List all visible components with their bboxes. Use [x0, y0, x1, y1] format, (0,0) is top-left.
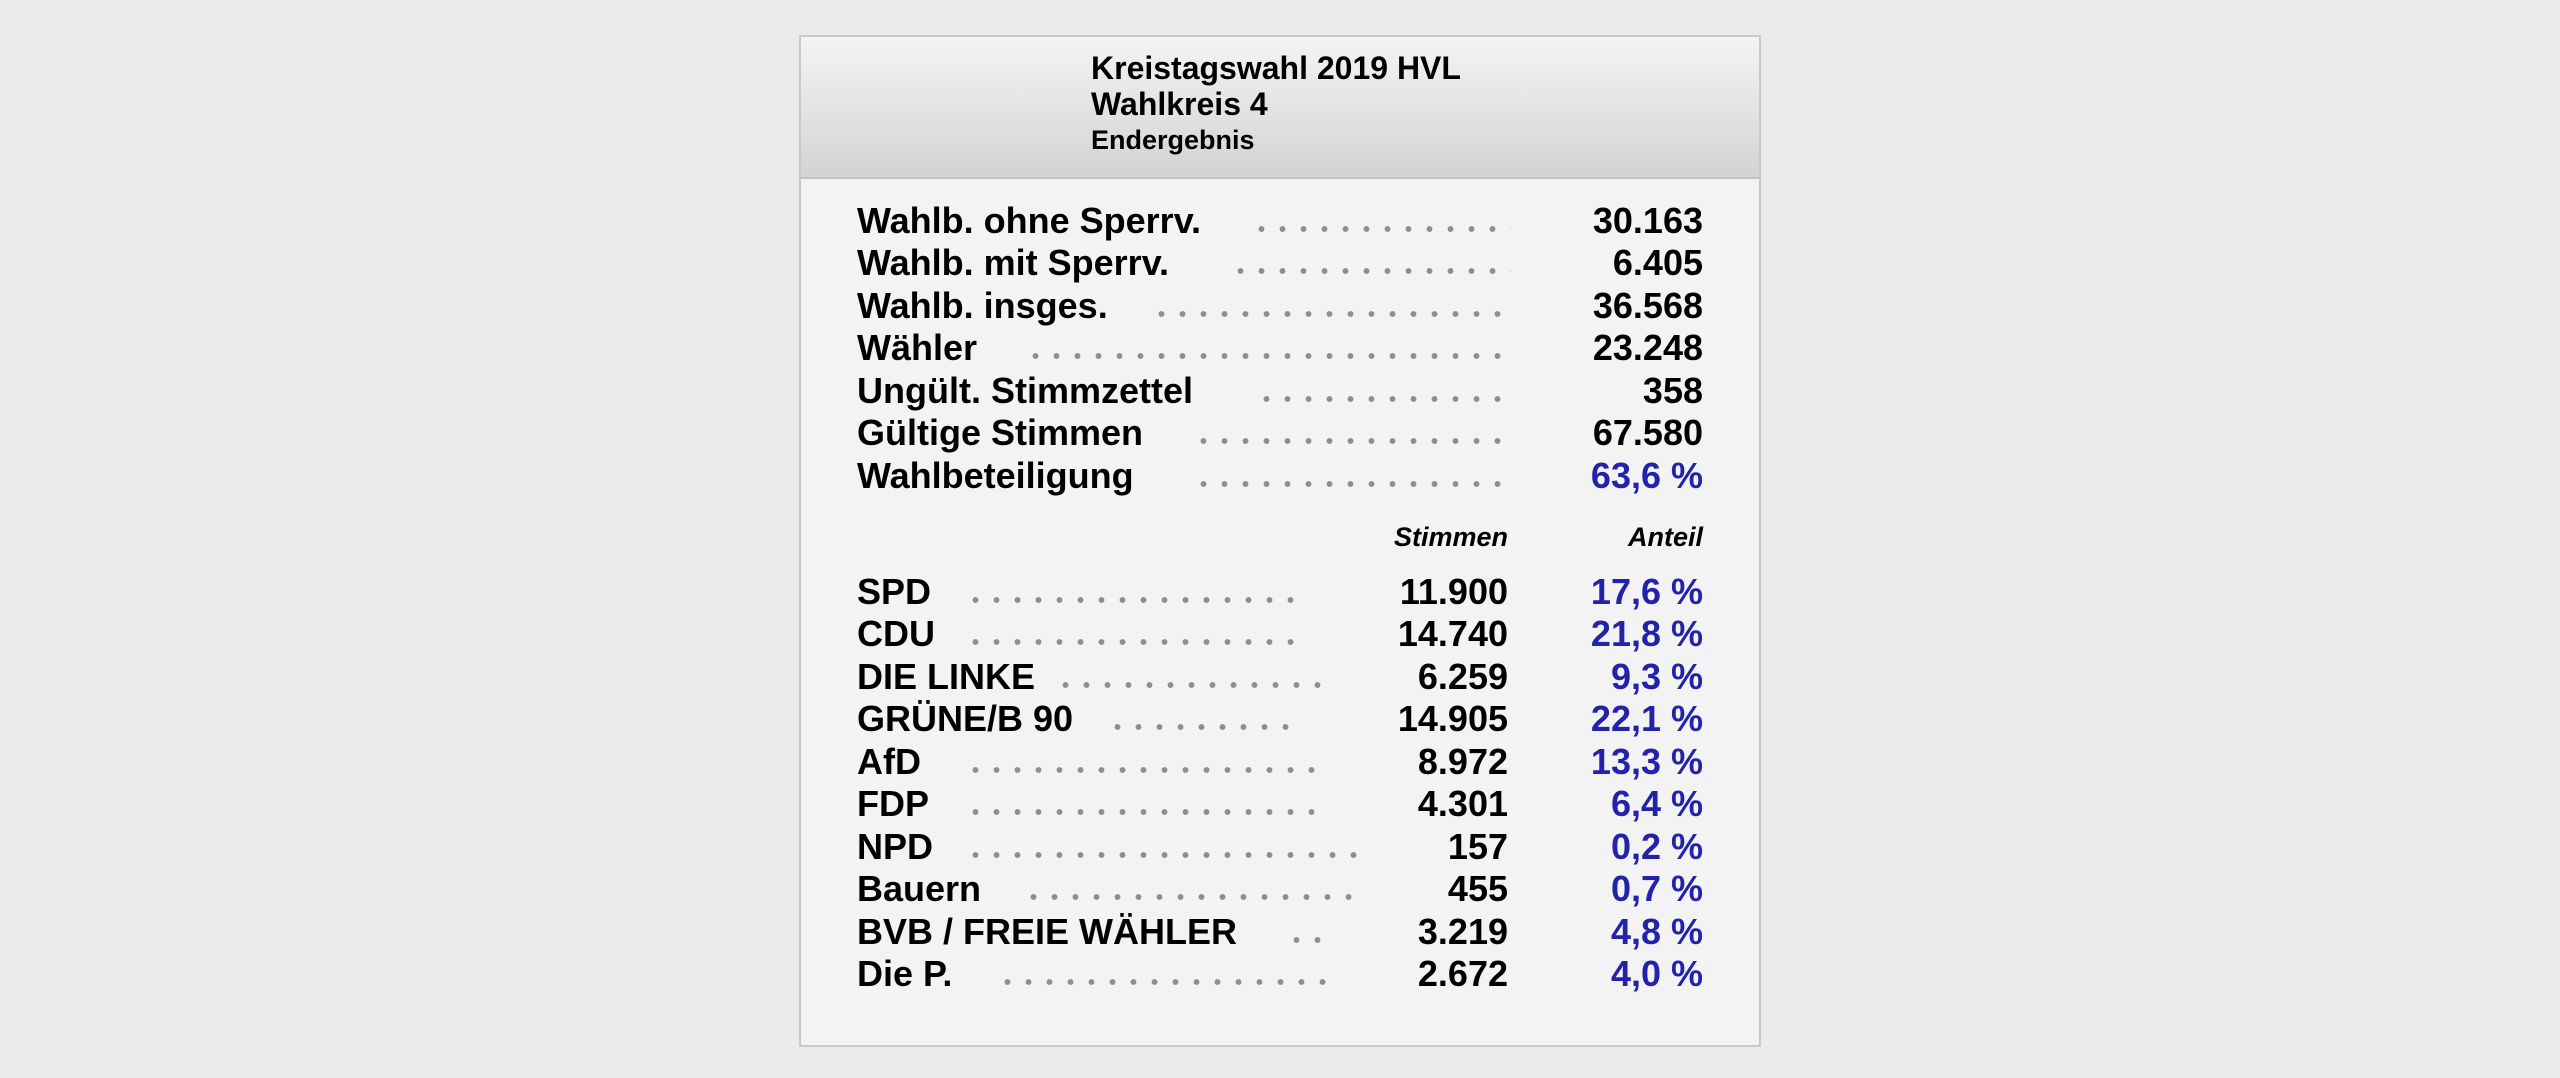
summary-value: 36.568: [1592, 285, 1703, 326]
party-name: AfD: [857, 741, 921, 782]
party-share: 0,7 %: [1610, 868, 1703, 909]
summary-row-valid-votes: Gültige Stimmen 67.580: [801, 410, 1759, 453]
summary-label: Wahlb. insges.: [857, 285, 1108, 326]
party-share: 0,2 %: [1610, 826, 1703, 867]
party-votes: 11.900: [1399, 571, 1508, 612]
dot-leader: [1286, 937, 1327, 943]
dot-leader: [965, 809, 1327, 815]
party-votes: 3.219: [1417, 911, 1508, 952]
party-name: SPD: [857, 571, 932, 612]
dot-leader: [965, 639, 1295, 645]
party-votes: 6.259: [1417, 656, 1508, 697]
party-votes: 157: [1447, 826, 1508, 867]
summary-value: 30.163: [1592, 200, 1703, 241]
summary-row-invalid-ballots: Ungült. Stimmzettel 358: [801, 368, 1759, 411]
dot-leader: [965, 597, 1295, 603]
party-name: GRÜNE/B 90: [857, 698, 1074, 739]
dot-leader: [1055, 682, 1327, 688]
summary-row-voters: Wähler 23.248: [801, 325, 1759, 368]
summary-row-eligible-without-blocking: Wahlb. ohne Sperrv. 30.163: [801, 198, 1759, 241]
party-share: 17,6 %: [1590, 571, 1703, 612]
party-row-cdu: CDU 14.740 21,8 %: [801, 611, 1759, 654]
dot-leader: [1193, 481, 1511, 487]
dot-leader: [1025, 353, 1511, 359]
party-votes: 8.972: [1417, 741, 1508, 782]
summary-label: Wähler: [857, 327, 978, 368]
district-title: Wahlkreis 4: [1091, 86, 1268, 122]
turnout-value: 63,6 %: [1590, 455, 1703, 496]
summary-label: Ungült. Stimmzettel: [857, 370, 1194, 411]
party-share: 9,3 %: [1610, 656, 1703, 697]
dot-leader: [1230, 268, 1511, 274]
party-row-fdp: FDP 4.301 6,4 %: [801, 781, 1759, 824]
party-votes: 14.905: [1397, 698, 1508, 739]
party-name: Die P.: [857, 953, 953, 994]
summary-value: 67.580: [1592, 412, 1703, 453]
party-votes: 455: [1447, 868, 1508, 909]
party-share: 13,3 %: [1590, 741, 1703, 782]
summary-label: Wahlb. mit Sperrv.: [857, 242, 1170, 283]
dot-leader: [965, 852, 1359, 858]
party-votes: 4.301: [1417, 783, 1508, 824]
dot-leader: [965, 767, 1327, 773]
party-share: 4,0 %: [1610, 953, 1703, 994]
party-row-afd: AfD 8.972 13,3 %: [801, 739, 1759, 782]
party-name: NPD: [857, 826, 934, 867]
party-name: FDP: [857, 783, 929, 824]
result-status: Endergebnis: [1091, 125, 1255, 155]
party-name: CDU: [857, 613, 935, 654]
summary-row-turnout: Wahlbeteiligung 63,6 %: [801, 453, 1759, 496]
election-results-panel: Kreistagswahl 2019 HVL Wahlkreis 4 Ender…: [799, 35, 1761, 1047]
party-share: 22,1 %: [1590, 698, 1703, 739]
summary-label: Wahlb. ohne Sperrv.: [857, 200, 1202, 241]
summary-label: Gültige Stimmen: [857, 412, 1144, 453]
party-name: DIE LINKE: [857, 656, 1036, 697]
party-share: 6,4 %: [1610, 783, 1703, 824]
dot-leader: [1256, 396, 1511, 402]
party-row-die-linke: DIE LINKE 6.259 9,3 %: [801, 654, 1759, 697]
party-votes: 2.672: [1417, 953, 1508, 994]
results-header: Kreistagswahl 2019 HVL Wahlkreis 4 Ender…: [801, 37, 1759, 179]
party-share: 21,8 %: [1590, 613, 1703, 654]
summary-value: 23.248: [1592, 327, 1703, 368]
column-header-share: Anteil: [1627, 522, 1703, 552]
dot-leader: [1251, 226, 1511, 232]
column-header-votes: Stimmen: [1393, 522, 1508, 552]
party-row-gruene: GRÜNE/B 90 14.905 22,1 %: [801, 696, 1759, 739]
summary-row-eligible-with-blocking: Wahlb. mit Sperrv. 6.405: [801, 240, 1759, 283]
summary-value: 6.405: [1612, 242, 1703, 283]
party-row-npd: NPD 157 0,2 %: [801, 824, 1759, 867]
party-name: BVB / FREIE WÄHLER: [857, 911, 1238, 952]
summary-label: Wahlbeteiligung: [857, 455, 1134, 496]
party-name: Bauern: [857, 868, 982, 909]
party-row-spd: SPD 11.900 17,6 %: [801, 569, 1759, 612]
dot-leader: [997, 979, 1327, 985]
dot-leader: [1023, 894, 1359, 900]
party-row-die-p: Die P. 2.672 4,0 %: [801, 951, 1759, 994]
party-row-bvb-freie-waehler: BVB / FREIE WÄHLER 3.219 4,8 %: [801, 909, 1759, 952]
summary-value: 358: [1642, 370, 1703, 411]
party-row-bauern: Bauern 455 0,7 %: [801, 866, 1759, 909]
summary-row-eligible-total: Wahlb. insges. 36.568: [801, 283, 1759, 326]
party-votes: 14.740: [1397, 613, 1508, 654]
dot-leader: [1107, 724, 1295, 730]
dot-leader: [1193, 438, 1511, 444]
party-share: 4,8 %: [1610, 911, 1703, 952]
election-title: Kreistagswahl 2019 HVL: [1091, 50, 1461, 86]
dot-leader: [1151, 311, 1511, 317]
